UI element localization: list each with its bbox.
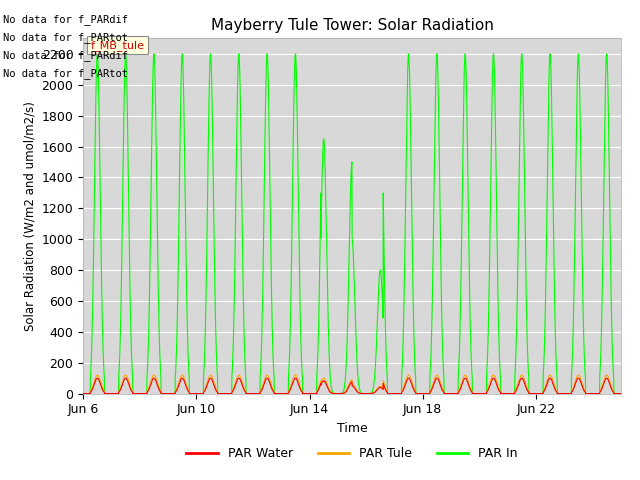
Text: No data for f_PARtot: No data for f_PARtot — [3, 68, 128, 79]
Text: f_MB_tule: f_MB_tule — [90, 40, 144, 50]
Text: No data for f_PARdif: No data for f_PARdif — [3, 13, 128, 24]
Text: No data for f_PARtot: No data for f_PARtot — [3, 32, 128, 43]
Y-axis label: Solar Radiation (W/m2 and umol/m2/s): Solar Radiation (W/m2 and umol/m2/s) — [23, 101, 36, 331]
X-axis label: Time: Time — [337, 422, 367, 435]
Text: No data for f_PARdif: No data for f_PARdif — [3, 50, 128, 61]
Title: Mayberry Tule Tower: Solar Radiation: Mayberry Tule Tower: Solar Radiation — [211, 18, 493, 33]
Legend: PAR Water, PAR Tule, PAR In: PAR Water, PAR Tule, PAR In — [181, 443, 523, 466]
